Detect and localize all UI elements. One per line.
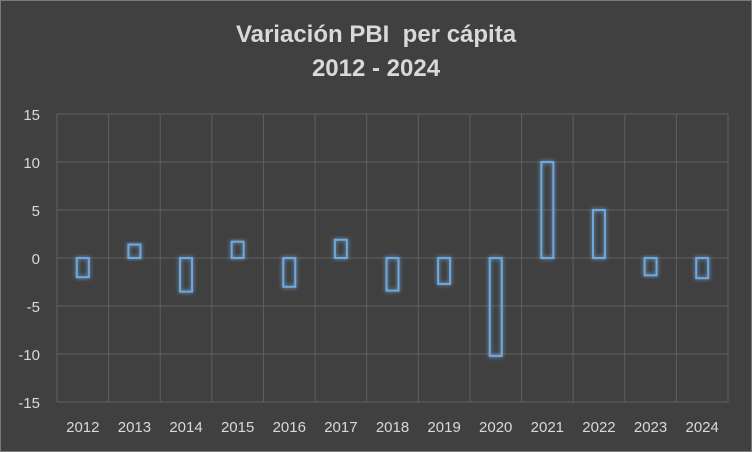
y-tick-label: 10 bbox=[23, 155, 40, 172]
y-tick-label: -5 bbox=[27, 299, 40, 316]
bar-2021 bbox=[540, 161, 555, 259]
bar-2012 bbox=[75, 257, 90, 279]
bar-2015 bbox=[230, 240, 245, 259]
chart-title: Variación PBI per cápita 2012 - 2024 bbox=[0, 18, 752, 86]
x-tick-label: 2024 bbox=[686, 419, 719, 436]
bar-2022 bbox=[591, 209, 606, 259]
x-tick-label: 2018 bbox=[376, 419, 409, 436]
bars bbox=[75, 161, 710, 357]
x-axis-ticks: 2012 2013 2014 2015 2016 2017 2018 2019 2020 2021… bbox=[66, 419, 719, 436]
x-tick-label: 2023 bbox=[634, 419, 667, 436]
bar-2019 bbox=[437, 257, 452, 285]
x-tick-label: 2020 bbox=[479, 419, 512, 436]
bar-2023 bbox=[643, 257, 658, 277]
y-tick-label: 0 bbox=[32, 251, 40, 268]
bar-2020 bbox=[488, 257, 503, 357]
x-tick-label: 2022 bbox=[582, 419, 615, 436]
chart-title-line-2: 2012 - 2024 bbox=[311, 55, 441, 82]
x-tick-label: 2019 bbox=[427, 419, 460, 436]
x-tick-label: 2021 bbox=[531, 419, 564, 436]
y-tick-label: -10 bbox=[18, 347, 40, 364]
x-tick-label: 2016 bbox=[273, 419, 306, 436]
x-tick-label: 2015 bbox=[221, 419, 254, 436]
x-tick-label: 2014 bbox=[169, 419, 202, 436]
bar-2018 bbox=[385, 257, 400, 292]
y-tick-label: -15 bbox=[18, 395, 40, 412]
x-tick-label: 2012 bbox=[66, 419, 99, 436]
x-tick-label: 2013 bbox=[118, 419, 151, 436]
y-tick-label: 15 bbox=[23, 107, 40, 124]
y-axis-ticks: 15 10 5 0 -5 -10 -15 bbox=[18, 107, 40, 412]
x-tick-label: 2017 bbox=[324, 419, 357, 436]
y-tick-label: 5 bbox=[32, 203, 40, 220]
bar-2024 bbox=[695, 257, 710, 280]
bar-2017 bbox=[333, 238, 348, 259]
bar-2016 bbox=[282, 257, 297, 288]
bar-2013 bbox=[127, 243, 142, 259]
bar-2014 bbox=[179, 257, 194, 293]
chart-title-line-1: Variación PBI per cápita bbox=[235, 21, 517, 48]
